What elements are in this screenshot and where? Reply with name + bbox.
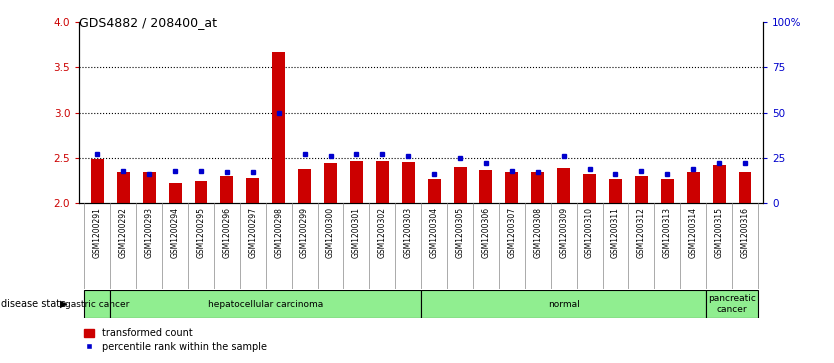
Bar xyxy=(117,171,130,203)
Text: GDS4882 / 208400_at: GDS4882 / 208400_at xyxy=(79,16,217,29)
Text: GSM1200309: GSM1200309 xyxy=(559,207,568,258)
Bar xyxy=(421,290,706,318)
Text: GSM1200293: GSM1200293 xyxy=(144,207,153,258)
Bar xyxy=(272,52,285,203)
Legend: transformed count, percentile rank within the sample: transformed count, percentile rank withi… xyxy=(84,328,267,352)
Bar xyxy=(635,176,648,203)
Bar xyxy=(110,290,421,318)
Bar xyxy=(706,290,758,318)
Text: GSM1200312: GSM1200312 xyxy=(637,207,646,258)
Text: GSM1200301: GSM1200301 xyxy=(352,207,361,258)
Text: GSM1200295: GSM1200295 xyxy=(197,207,205,258)
Text: GSM1200313: GSM1200313 xyxy=(663,207,671,258)
Bar xyxy=(220,176,234,203)
Text: GSM1200304: GSM1200304 xyxy=(430,207,439,258)
Bar xyxy=(194,180,208,203)
Text: GSM1200298: GSM1200298 xyxy=(274,207,284,258)
Text: GSM1200297: GSM1200297 xyxy=(249,207,258,258)
Text: GSM1200311: GSM1200311 xyxy=(611,207,620,258)
Text: GSM1200306: GSM1200306 xyxy=(481,207,490,258)
Text: GSM1200314: GSM1200314 xyxy=(689,207,698,258)
Text: GSM1200296: GSM1200296 xyxy=(223,207,231,258)
Bar xyxy=(557,168,570,203)
Text: GSM1200303: GSM1200303 xyxy=(404,207,413,258)
Bar xyxy=(84,290,110,318)
Text: disease state: disease state xyxy=(1,299,66,309)
Bar xyxy=(712,165,726,203)
Text: GSM1200299: GSM1200299 xyxy=(300,207,309,258)
Bar xyxy=(143,172,156,203)
Bar xyxy=(246,178,259,203)
Text: GSM1200292: GSM1200292 xyxy=(118,207,128,258)
Bar xyxy=(531,172,545,203)
Bar xyxy=(91,159,104,203)
Bar xyxy=(480,170,492,203)
Bar xyxy=(686,171,700,203)
Bar xyxy=(738,171,751,203)
Bar xyxy=(376,160,389,203)
Text: GSM1200302: GSM1200302 xyxy=(378,207,387,258)
Text: pancreatic
cancer: pancreatic cancer xyxy=(708,294,756,314)
Bar xyxy=(609,179,622,203)
Bar xyxy=(454,167,466,203)
Bar xyxy=(583,174,596,203)
Text: GSM1200291: GSM1200291 xyxy=(93,207,102,258)
Text: normal: normal xyxy=(548,299,580,309)
Text: GSM1200305: GSM1200305 xyxy=(455,207,465,258)
Bar xyxy=(428,179,440,203)
Text: hepatocellular carcinoma: hepatocellular carcinoma xyxy=(208,299,324,309)
Bar xyxy=(402,162,414,203)
Bar xyxy=(661,179,674,203)
Text: GSM1200316: GSM1200316 xyxy=(741,207,750,258)
Text: ▶: ▶ xyxy=(61,299,68,309)
Bar xyxy=(505,172,518,203)
Text: GSM1200294: GSM1200294 xyxy=(171,207,179,258)
Bar xyxy=(168,183,182,203)
Text: gastric cancer: gastric cancer xyxy=(65,299,129,309)
Text: GSM1200300: GSM1200300 xyxy=(326,207,335,258)
Text: GSM1200307: GSM1200307 xyxy=(507,207,516,258)
Bar xyxy=(324,163,337,203)
Text: GSM1200310: GSM1200310 xyxy=(585,207,594,258)
Text: GSM1200315: GSM1200315 xyxy=(715,207,724,258)
Bar xyxy=(298,169,311,203)
Bar xyxy=(350,160,363,203)
Text: GSM1200308: GSM1200308 xyxy=(533,207,542,258)
